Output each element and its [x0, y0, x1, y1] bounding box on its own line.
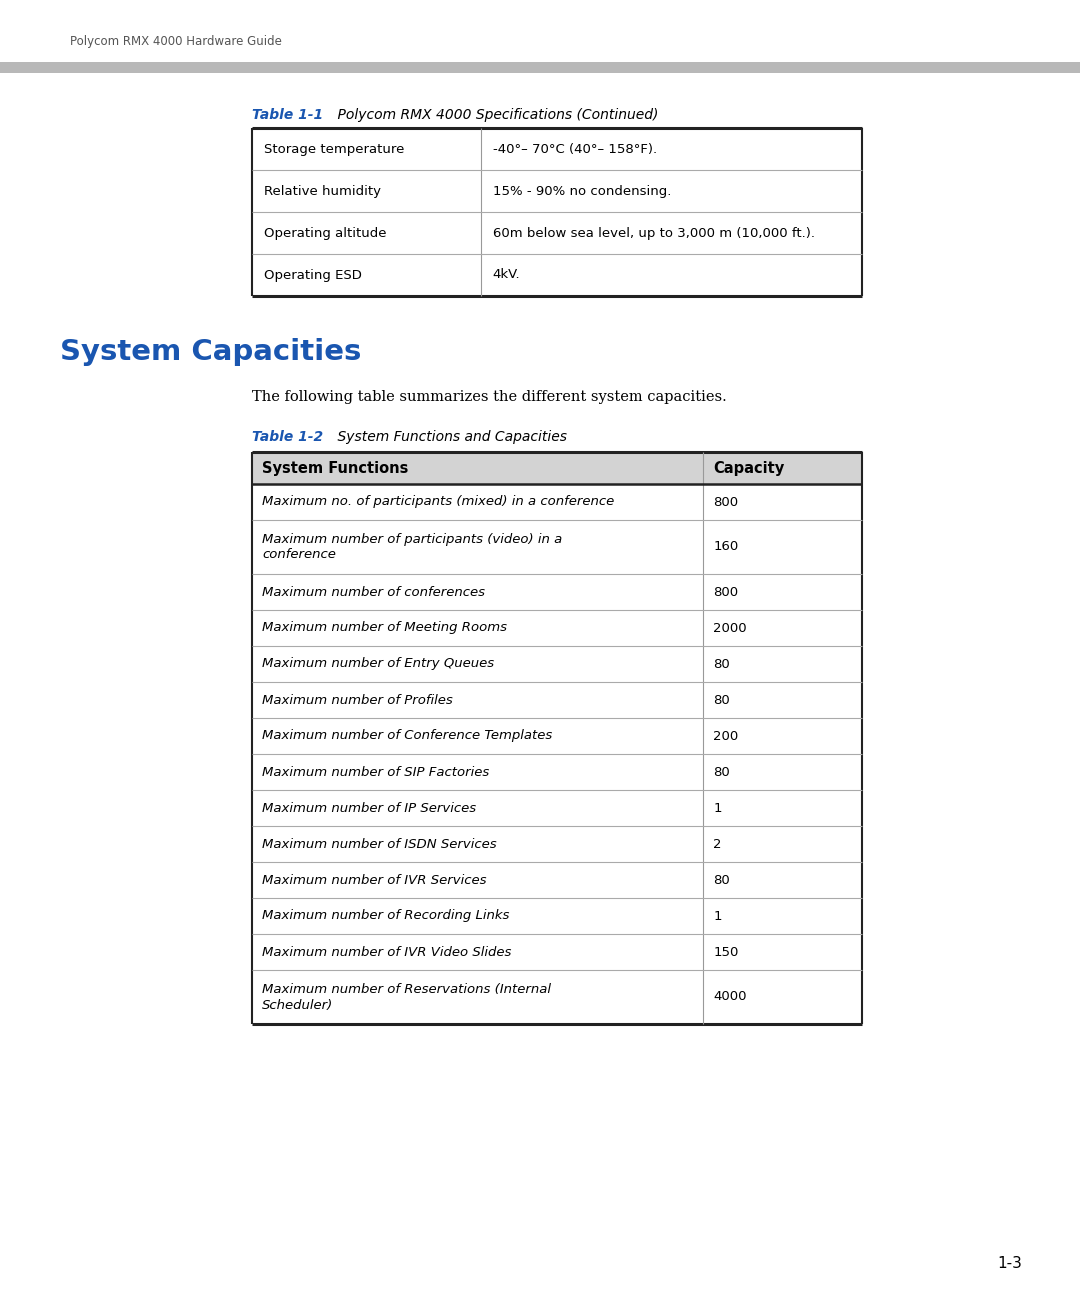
Text: Maximum number of conferences: Maximum number of conferences — [262, 585, 485, 598]
Text: System Capacities: System Capacities — [60, 338, 362, 366]
Text: Maximum number of Recording Links: Maximum number of Recording Links — [262, 909, 510, 922]
Text: Maximum number of IP Services: Maximum number of IP Services — [262, 802, 476, 815]
Text: 80: 80 — [714, 693, 730, 707]
Text: Operating altitude: Operating altitude — [264, 226, 387, 239]
Text: Storage temperature: Storage temperature — [264, 142, 404, 155]
Text: Maximum number of Conference Templates: Maximum number of Conference Templates — [262, 730, 552, 743]
Text: Maximum number of IVR Video Slides: Maximum number of IVR Video Slides — [262, 946, 511, 959]
Text: -40°– 70°C (40°– 158°F).: -40°– 70°C (40°– 158°F). — [492, 142, 657, 155]
Text: Relative humidity: Relative humidity — [264, 184, 381, 197]
Text: Polycom RMX 4000 Hardware Guide: Polycom RMX 4000 Hardware Guide — [70, 35, 282, 48]
Text: Maximum number of Reservations (Internal: Maximum number of Reservations (Internal — [262, 982, 551, 995]
Text: Maximum number of IVR Services: Maximum number of IVR Services — [262, 874, 486, 887]
Text: Maximum number of Meeting Rooms: Maximum number of Meeting Rooms — [262, 622, 507, 635]
Text: Table 1-1: Table 1-1 — [252, 108, 323, 121]
Text: 80: 80 — [714, 657, 730, 670]
Text: 1-3: 1-3 — [997, 1256, 1022, 1272]
Text: Maximum number of Entry Queues: Maximum number of Entry Queues — [262, 657, 495, 670]
Text: 4kV.: 4kV. — [492, 269, 521, 282]
Text: 2: 2 — [714, 837, 721, 850]
Text: 60m below sea level, up to 3,000 m (10,000 ft.).: 60m below sea level, up to 3,000 m (10,0… — [492, 226, 814, 239]
Text: Capacity: Capacity — [714, 461, 785, 475]
Text: Table 1-2: Table 1-2 — [252, 430, 323, 444]
Text: 1: 1 — [714, 909, 721, 922]
Text: 4000: 4000 — [714, 990, 747, 1003]
Text: Maximum number of SIP Factories: Maximum number of SIP Factories — [262, 765, 489, 778]
Bar — [252, 452, 862, 485]
Text: 800: 800 — [714, 495, 739, 508]
Text: 150: 150 — [714, 946, 739, 959]
Text: System Functions and Capacities: System Functions and Capacities — [320, 430, 567, 444]
Text: System Functions: System Functions — [262, 461, 408, 475]
Text: 80: 80 — [714, 765, 730, 778]
Text: Polycom RMX 4000 Specifications (Continued): Polycom RMX 4000 Specifications (Continu… — [320, 108, 659, 121]
Text: 15% - 90% no condensing.: 15% - 90% no condensing. — [492, 184, 671, 197]
Text: 1: 1 — [714, 802, 721, 815]
Text: 800: 800 — [714, 585, 739, 598]
Text: Operating ESD: Operating ESD — [264, 269, 362, 282]
Text: Maximum no. of participants (mixed) in a conference: Maximum no. of participants (mixed) in a… — [262, 495, 615, 508]
Text: 80: 80 — [714, 874, 730, 887]
Text: 160: 160 — [714, 541, 739, 554]
Text: Scheduler): Scheduler) — [262, 999, 334, 1012]
Text: Maximum number of ISDN Services: Maximum number of ISDN Services — [262, 837, 497, 850]
Text: 200: 200 — [714, 730, 739, 743]
Text: Maximum number of participants (video) in a: Maximum number of participants (video) i… — [262, 533, 563, 546]
Bar — [0, 61, 1080, 73]
Text: Maximum number of Profiles: Maximum number of Profiles — [262, 693, 453, 707]
Text: 2000: 2000 — [714, 622, 747, 635]
Text: conference: conference — [262, 549, 336, 562]
Text: The following table summarizes the different system capacities.: The following table summarizes the diffe… — [252, 390, 727, 404]
